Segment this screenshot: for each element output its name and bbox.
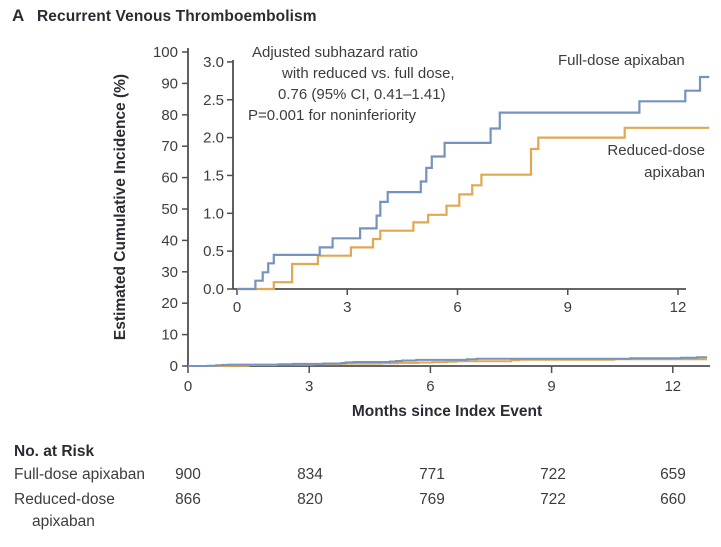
main-x-tick-label: 0 [184, 378, 192, 395]
risk-table-header: No. at Risk [14, 443, 95, 460]
figure-title: Recurrent Venous Thromboembolism [37, 8, 317, 25]
inset-y-tick-label: 1.5 [203, 167, 224, 184]
risk-row-label-reduced-dose: Reduced-dose [14, 491, 115, 508]
series-label-reduced-line2: apixaban [644, 164, 705, 181]
risk-value: 900 [175, 466, 201, 483]
main-y-tick-label: 20 [161, 295, 178, 312]
main-y-tick-label: 0 [170, 358, 178, 375]
main-x-tick-label: 6 [426, 378, 434, 395]
panel-letter: A [12, 6, 25, 25]
main-y-tick-label: 90 [161, 75, 178, 92]
main-x-tick-label: 12 [664, 378, 681, 395]
risk-value: 722 [540, 491, 566, 508]
x-axis-label: Months since Index Event [351, 403, 543, 420]
annotation-line-2: with reduced vs. full dose, [282, 65, 455, 82]
annotation-line-1: Adjusted subhazard ratio [252, 44, 418, 61]
risk-value: 660 [660, 491, 686, 508]
inset-y-tick-label: 3.0 [203, 54, 224, 71]
risk-value: 866 [175, 491, 201, 508]
inset-x-tick-label: 9 [564, 299, 572, 316]
inset-y-tick-label: 1.0 [203, 205, 224, 222]
inset-x-tick-label: 6 [453, 299, 461, 316]
series-label-reduced-line1: Reduced-dose [607, 142, 705, 159]
inset-x-tick-label: 0 [233, 299, 241, 316]
main-curve-full-dose [188, 356, 708, 367]
inset-curve-full-dose [237, 75, 710, 291]
inset-y-tick-label: 2.0 [203, 130, 224, 147]
annotation-line-4: P=0.001 for noninferiority [248, 107, 417, 124]
series-label-full-dose: Full-dose apixaban [558, 52, 685, 69]
risk-value: 820 [297, 491, 323, 508]
main-y-tick-label: 50 [161, 201, 178, 218]
main-x-tick-label: 9 [547, 378, 555, 395]
inset-x-tick-label: 3 [343, 299, 351, 316]
risk-value: 659 [660, 466, 686, 483]
main-y-tick-label: 80 [161, 107, 178, 124]
main-y-tick-label: 100 [153, 44, 178, 61]
main-y-tick-label: 40 [161, 232, 178, 249]
risk-value: 769 [419, 491, 445, 508]
risk-row-label-reduced-dose-wrap: apixaban [32, 513, 95, 530]
inset-y-tick-label: 0.0 [203, 281, 224, 298]
risk-value: 722 [540, 466, 566, 483]
annotation-line-3: 0.76 (95% CI, 0.41–1.41) [278, 86, 446, 103]
main-y-tick-label: 10 [161, 327, 178, 344]
risk-row-label-full-dose: Full-dose apixaban [14, 466, 145, 483]
main-y-tick-label: 30 [161, 264, 178, 281]
risk-value: 834 [297, 466, 323, 483]
series-label-reduced-dose: Reduced-dose apixaban [607, 140, 705, 184]
risk-value: 771 [419, 466, 445, 483]
inset-y-tick-label: 2.5 [203, 92, 224, 109]
y-axis-label: Estimated Cumulative Incidence (%) [112, 73, 129, 341]
inset-curve-reduced-dose [237, 126, 710, 291]
main-y-tick-label: 60 [161, 170, 178, 187]
inset-y-tick-label: 0.5 [203, 243, 224, 260]
main-x-tick-label: 3 [305, 378, 313, 395]
main-y-tick-label: 70 [161, 138, 178, 155]
inset-x-tick-label: 12 [670, 299, 687, 316]
